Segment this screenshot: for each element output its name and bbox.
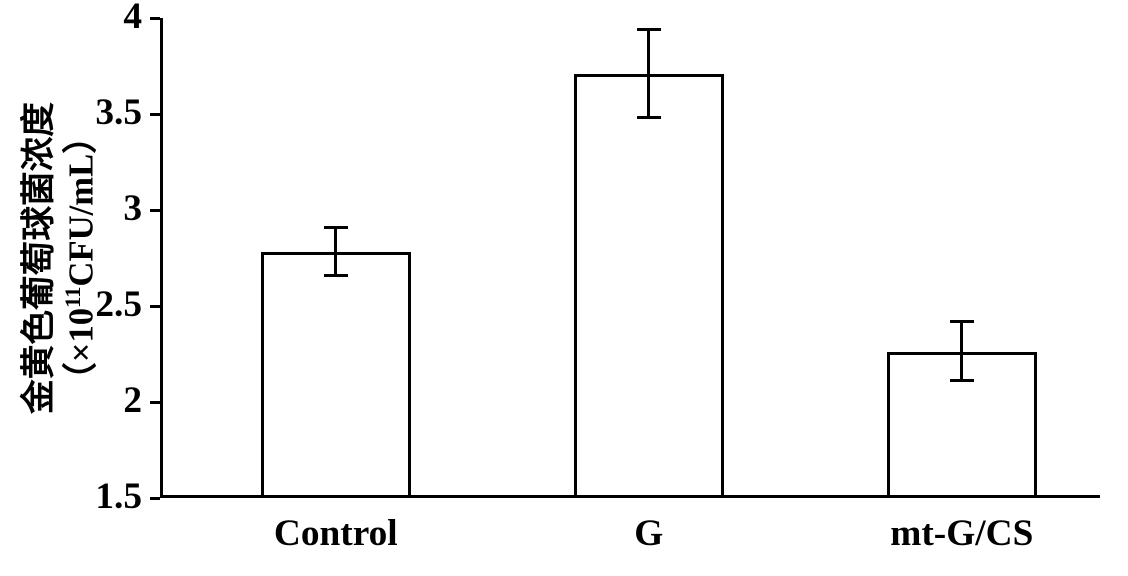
error-bar: [647, 30, 650, 118]
y-axis-label-line2-suffix: CFU/mL）: [62, 119, 100, 287]
bar: [261, 252, 411, 498]
y-tick: [150, 401, 160, 404]
error-cap-bottom: [637, 116, 661, 119]
y-tick: [150, 17, 160, 20]
y-axis-label: 金黄色葡萄球菌浓度（×1011CFU/mL）: [20, 18, 102, 498]
y-axis-label-line2-prefix: （×10: [62, 308, 100, 397]
error-cap-top: [324, 226, 348, 229]
y-axis-label-exponent: 11: [60, 287, 85, 308]
bar: [574, 74, 724, 498]
y-tick: [150, 209, 160, 212]
error-cap-top: [950, 320, 974, 323]
y-tick: [150, 305, 160, 308]
y-tick: [150, 113, 160, 116]
error-bar: [960, 321, 963, 381]
error-cap-bottom: [950, 379, 974, 382]
error-bar: [334, 227, 337, 275]
x-tick-label: Control: [179, 512, 492, 555]
error-cap-top: [637, 28, 661, 31]
y-axis-label-line1: 金黄色葡萄球菌浓度: [20, 18, 60, 498]
y-tick: [150, 497, 160, 500]
y-axis-label-line2: （×1011CFU/mL）: [60, 18, 102, 498]
x-tick-label: G: [492, 512, 805, 555]
x-tick-label: mt-G/CS: [805, 512, 1118, 555]
error-cap-bottom: [324, 274, 348, 277]
